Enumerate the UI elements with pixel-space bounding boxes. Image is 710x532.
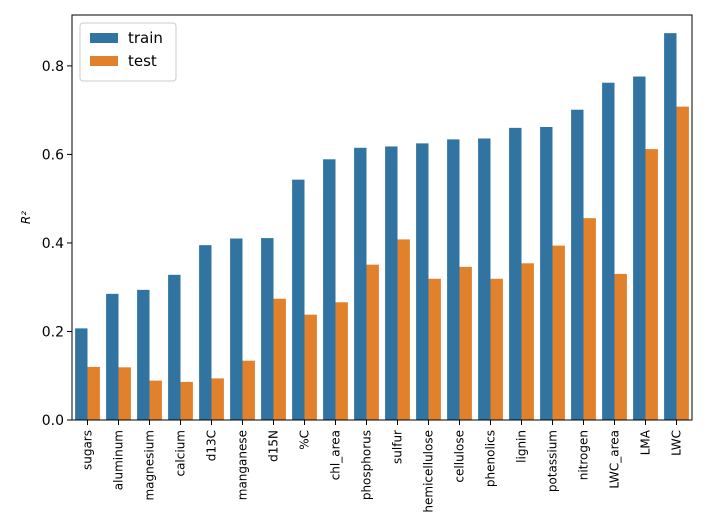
y-axis: 0.0 0.2 0.4 0.6 0.8 [42,59,72,429]
x-tick-label: manganese [236,430,250,500]
bar-train-aluminum [106,293,119,420]
bar-test-LWC_area [614,273,627,420]
x-tick-label: aluminum [112,430,126,490]
legend-swatch-test [90,56,118,66]
legend-label-test: test [128,52,157,70]
bar-test-LMA [645,149,658,421]
bar-test-d13C [211,378,224,420]
bar-test-nitrogen [583,218,596,420]
bar-train-LWC_area [602,82,615,420]
y-tick-label: 0.6 [42,147,64,163]
bar-train-chl_area [323,159,336,420]
bar-train-LMA [633,76,646,420]
bar-train-cellulose [447,139,460,420]
x-tick-label: d13C [205,430,219,461]
bar-test-potassium [552,245,565,420]
bar-test-%C [304,314,317,420]
y-tick-label: 0.8 [42,59,64,75]
bar-test-cellulose [459,266,472,420]
bar-train-manganese [230,238,243,420]
bar-test-aluminum [118,367,131,420]
x-tick-label: potassium [546,430,560,492]
bar-train-hemicellulose [416,143,429,420]
bar-train-phosphorus [354,147,367,421]
bar-test-sulfur [397,239,410,420]
x-tick-label: lignin [515,430,529,463]
y-axis-label: R² [19,211,33,224]
bar-train-sugars [75,328,88,420]
x-tick-label: sugars [81,430,95,470]
x-tick-label: chl_area [329,430,343,480]
x-tick-label: LMA [639,429,653,455]
legend-swatch-train [90,33,118,43]
bar-train-LWC [664,33,677,420]
legend-label-train: train [128,29,163,47]
bars-group [75,33,689,421]
legend: train test [79,22,177,82]
bar-train-magnesium [137,289,150,420]
bar-train-potassium [540,126,553,420]
x-tick-label: cellulose [453,430,467,483]
bar-train-%C [292,179,305,420]
bar-train-calcium [168,274,181,420]
bar-test-sugars [87,366,100,420]
x-tick-label: phosphorus [360,430,374,500]
bar-train-d13C [199,245,212,420]
bar-test-lignin [521,263,534,420]
bar-test-phosphorus [366,264,379,420]
x-tick-label: magnesium [143,430,157,501]
bar-test-manganese [242,360,255,420]
x-tick-label: nitrogen [577,430,591,480]
bar-test-d15N [273,298,286,420]
x-tick-label: d15N [267,430,281,462]
x-tick-label: %C [298,430,312,450]
bar-train-d15N [261,238,274,420]
bar-train-phenolics [478,138,491,420]
bar-test-chl_area [335,302,348,420]
x-tick-label: hemicellulose [422,430,436,513]
bar-test-hemicellulose [428,278,441,420]
y-tick-label: 0.0 [42,413,64,429]
y-tick-label: 0.4 [42,236,64,252]
plot-frame [71,14,693,421]
bar-train-nitrogen [571,109,584,420]
bar-test-phenolics [490,278,503,420]
bar-train-sulfur [385,146,398,420]
x-tick-label: calcium [174,430,188,477]
x-axis: sugars aluminum magnesium calcium d13C mangan… [81,420,684,513]
bar-train-lignin [509,127,522,421]
x-tick-label: sulfur [391,430,405,464]
bar-test-LWC [676,106,689,420]
x-tick-label: LWC_area [608,430,622,489]
x-tick-label: LWC [670,430,684,456]
bar-test-calcium [180,381,193,420]
bar-test-magnesium [149,380,162,420]
y-tick-label: 0.2 [42,324,64,340]
x-tick-label: phenolics [484,430,498,487]
